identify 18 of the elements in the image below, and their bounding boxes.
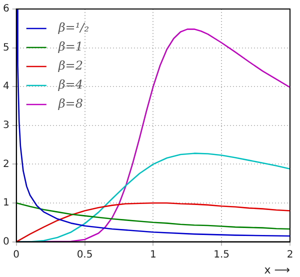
x-axis-title: x ⟶ [264, 263, 290, 276]
x-tick-label: 2 [286, 249, 294, 260]
x-tick-label: 1 [150, 249, 156, 260]
legend-label: β=¹/₂ [57, 20, 90, 35]
y-tick-label: 1 [2, 198, 10, 209]
legend-label: β=8 [57, 96, 84, 111]
y-tick-label: 5 [2, 42, 10, 54]
x-tick-label: 0.5 [76, 249, 93, 260]
y-tick-label: 4 [2, 81, 10, 92]
y-tick-label: 6 [2, 4, 10, 15]
y-tick-label: 3 [2, 120, 10, 131]
x-tick-label: 0 [13, 249, 20, 260]
y-tick-label: 2 [2, 158, 10, 170]
legend-label: β=2 [57, 58, 84, 73]
y-tick-label: 0 [2, 236, 10, 248]
legend-label: β=1 [57, 40, 84, 54]
x-tick-label: 1.5 [214, 249, 230, 260]
legend-label: β=4 [57, 78, 84, 92]
